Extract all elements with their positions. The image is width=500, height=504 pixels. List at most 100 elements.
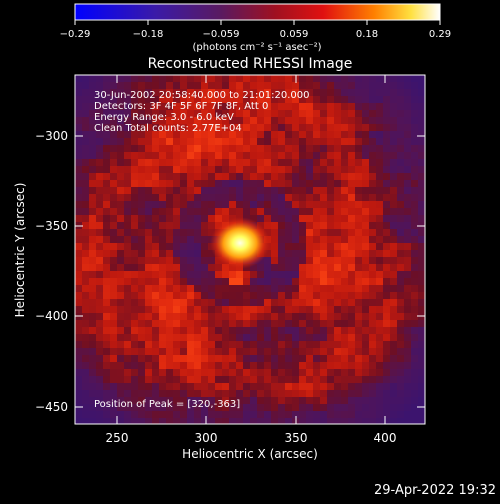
- image-pixel: [341, 383, 349, 391]
- image-pixel: [264, 285, 272, 293]
- image-pixel: [404, 369, 412, 377]
- image-pixel: [411, 187, 419, 195]
- image-pixel: [96, 411, 104, 419]
- image-pixel: [124, 222, 132, 230]
- image-pixel: [82, 397, 90, 405]
- image-pixel: [152, 103, 160, 111]
- image-pixel: [229, 404, 237, 412]
- image-pixel: [362, 138, 370, 146]
- image-pixel: [222, 75, 230, 83]
- image-pixel: [362, 264, 370, 272]
- image-pixel: [285, 278, 293, 286]
- image-pixel: [418, 285, 425, 293]
- image-pixel: [334, 75, 342, 83]
- image-pixel: [334, 404, 342, 412]
- image-pixel: [236, 117, 244, 125]
- image-pixel: [278, 124, 286, 132]
- image-pixel: [404, 75, 412, 83]
- image-pixel: [96, 243, 104, 251]
- image-pixel: [187, 96, 195, 104]
- image-pixel: [397, 257, 405, 265]
- image-pixel: [404, 117, 412, 125]
- image-pixel: [334, 194, 342, 202]
- image-pixel: [110, 75, 118, 83]
- image-pixel: [341, 187, 349, 195]
- image-pixel: [75, 243, 83, 251]
- image-pixel: [250, 180, 258, 188]
- image-pixel: [159, 82, 167, 90]
- image-pixel: [117, 355, 125, 363]
- image-pixel: [166, 75, 174, 83]
- image-pixel: [173, 369, 181, 377]
- image-pixel: [341, 103, 349, 111]
- image-pixel: [236, 362, 244, 370]
- image-pixel: [292, 299, 300, 307]
- image-pixel: [145, 103, 153, 111]
- image-pixel: [215, 334, 223, 342]
- image-pixel: [152, 173, 160, 181]
- image-pixel: [362, 334, 370, 342]
- image-pixel: [103, 236, 111, 244]
- image-pixel: [208, 229, 216, 237]
- image-pixel: [187, 145, 195, 153]
- image-pixel: [362, 236, 370, 244]
- image-pixel: [257, 215, 265, 223]
- image-pixel: [159, 320, 167, 328]
- image-pixel: [341, 208, 349, 216]
- image-pixel: [222, 390, 230, 398]
- image-pixel: [131, 131, 139, 139]
- image-pixel: [404, 257, 412, 265]
- image-pixel: [334, 236, 342, 244]
- image-pixel: [320, 418, 328, 424]
- image-pixel: [138, 390, 146, 398]
- image-pixel: [222, 278, 230, 286]
- image-pixel: [173, 257, 181, 265]
- image-pixel: [355, 376, 363, 384]
- image-pixel: [341, 229, 349, 237]
- image-pixel: [208, 103, 216, 111]
- image-pixel: [215, 82, 223, 90]
- image-pixel: [117, 348, 125, 356]
- image-pixel: [117, 362, 125, 370]
- image-pixel: [383, 131, 391, 139]
- image-pixel: [299, 397, 307, 405]
- image-pixel: [124, 383, 132, 391]
- image-pixel: [383, 369, 391, 377]
- image-pixel: [152, 250, 160, 258]
- image-pixel: [187, 285, 195, 293]
- image-pixel: [278, 334, 286, 342]
- image-pixel: [285, 320, 293, 328]
- image-pixel: [313, 131, 321, 139]
- image-pixel: [173, 131, 181, 139]
- image-pixel: [82, 383, 90, 391]
- image-pixel: [103, 418, 111, 424]
- image-pixel: [96, 187, 104, 195]
- image-pixel: [138, 166, 146, 174]
- image-pixel: [341, 341, 349, 349]
- image-pixel: [194, 320, 202, 328]
- image-pixel: [250, 117, 258, 125]
- image-pixel: [257, 159, 265, 167]
- image-pixel: [348, 418, 356, 424]
- image-pixel: [411, 271, 419, 279]
- image-pixel: [124, 201, 132, 209]
- image-pixel: [292, 306, 300, 314]
- image-pixel: [96, 404, 104, 412]
- image-pixel: [208, 194, 216, 202]
- image-pixel: [159, 271, 167, 279]
- image-pixel: [131, 355, 139, 363]
- image-pixel: [341, 110, 349, 118]
- image-pixel: [383, 355, 391, 363]
- image-pixel: [166, 215, 174, 223]
- image-pixel: [138, 236, 146, 244]
- image-pixel: [166, 383, 174, 391]
- image-pixel: [180, 278, 188, 286]
- image-pixel: [89, 243, 97, 251]
- image-pixel: [362, 257, 370, 265]
- image-pixel: [404, 327, 412, 335]
- image-pixel: [110, 117, 118, 125]
- image-pixel: [341, 271, 349, 279]
- image-pixel: [117, 131, 125, 139]
- image-pixel: [89, 278, 97, 286]
- image-pixel: [278, 152, 286, 160]
